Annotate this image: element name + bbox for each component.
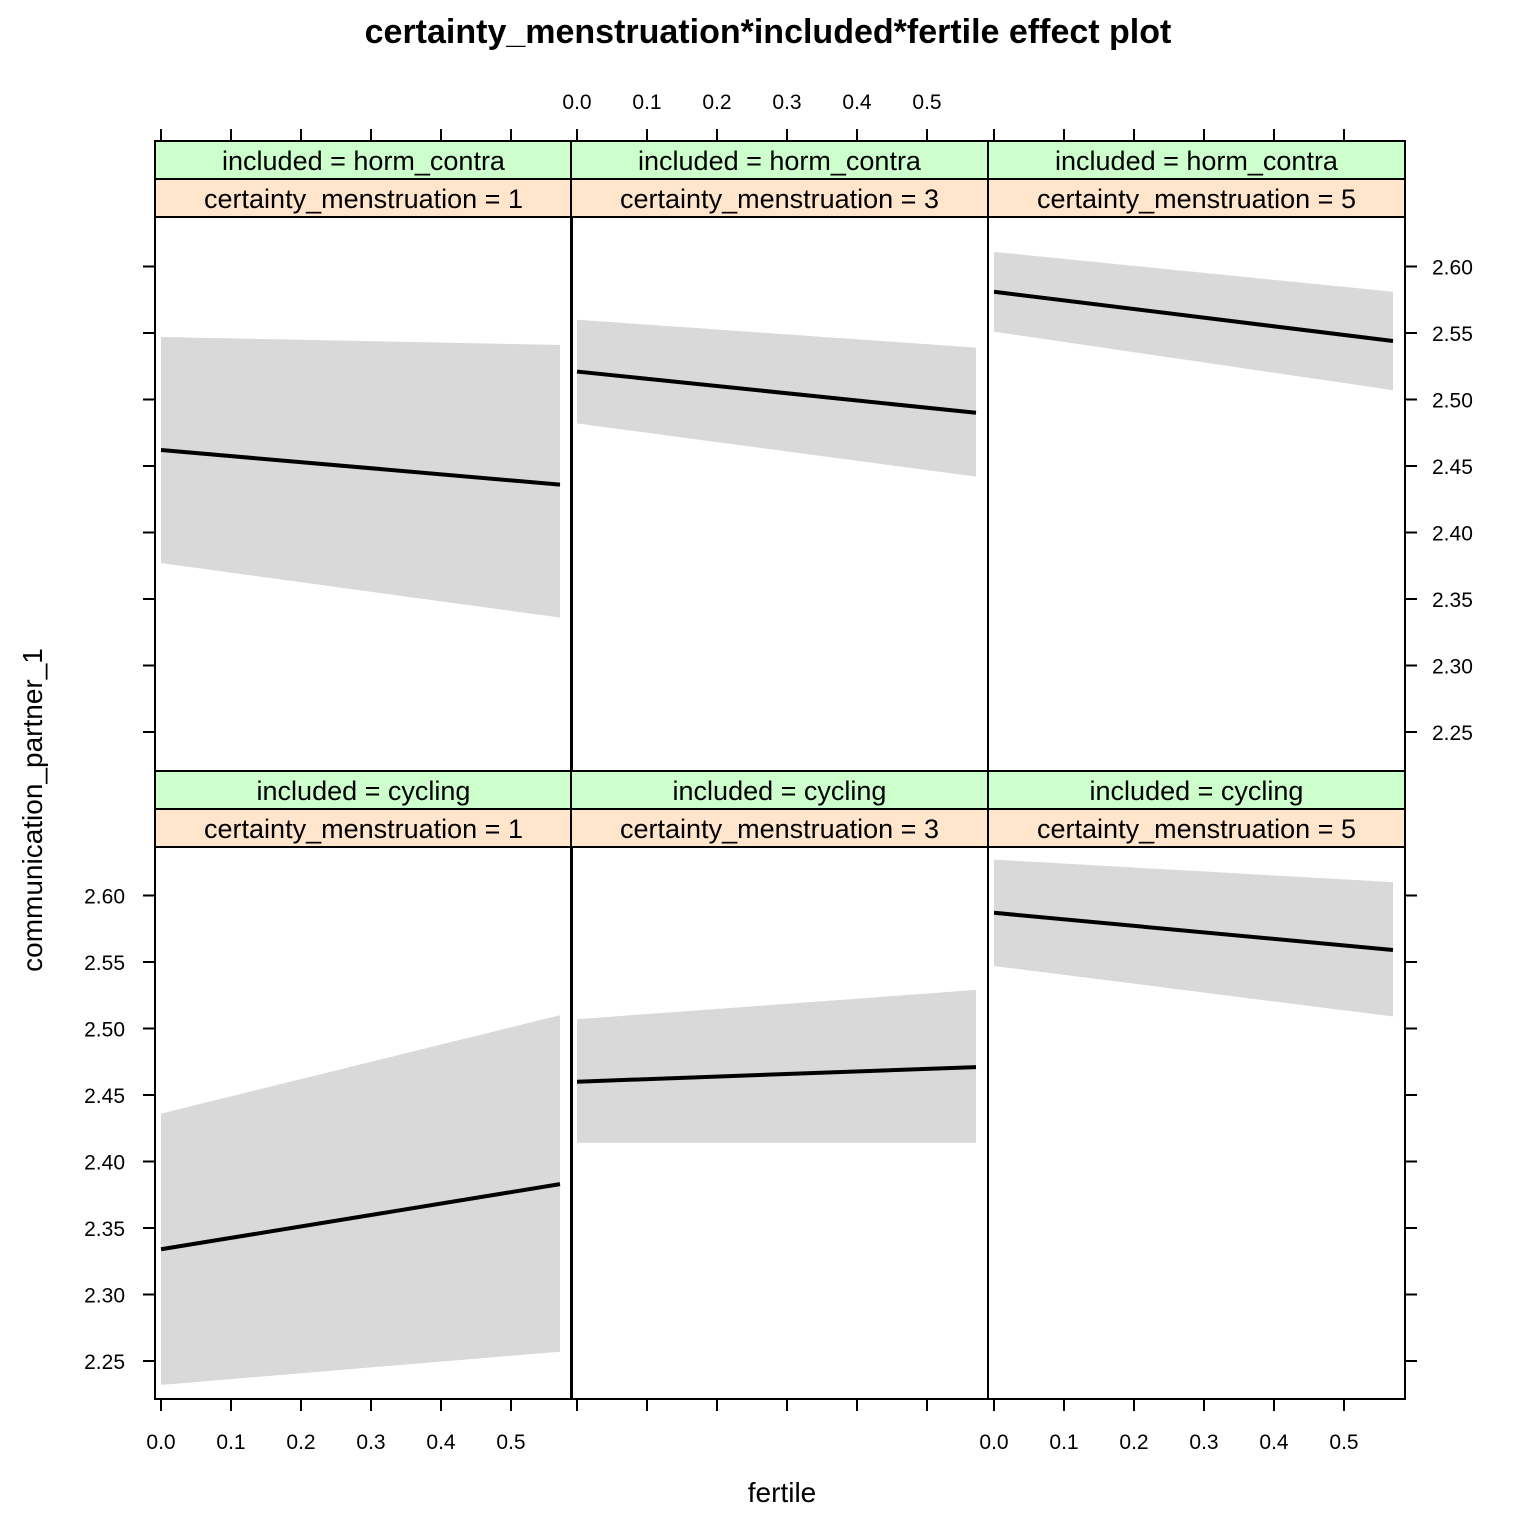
x-tick-label: 0.1 bbox=[1049, 1431, 1078, 1454]
x-tick-label: 0.2 bbox=[286, 1431, 315, 1454]
strip-certainty-bg bbox=[987, 178, 1406, 218]
panel-top-1: included = horm_contra certainty_menstrua… bbox=[154, 140, 573, 772]
x-tick-label: 0.2 bbox=[702, 91, 731, 114]
panel-top-3: included = horm_contra certainty_menstrua… bbox=[987, 140, 1406, 772]
y-tick-label: 2.25 bbox=[84, 1351, 125, 1374]
x-tick-label: 0.5 bbox=[496, 1431, 525, 1454]
y-tick-label: 2.40 bbox=[1432, 523, 1473, 546]
x-tick-label: 0.0 bbox=[146, 1431, 175, 1454]
y-tick-label: 2.50 bbox=[84, 1019, 125, 1042]
y-tick-label: 2.30 bbox=[1432, 656, 1473, 679]
fit-line bbox=[576, 369, 977, 415]
confidence-band bbox=[577, 989, 976, 1143]
strip-certainty-label: certainty_menstruation = 5 bbox=[1037, 814, 1356, 844]
fit-line bbox=[160, 1182, 561, 1252]
x-tick-label: 0.5 bbox=[1329, 1431, 1358, 1454]
x-tick-label: 0.0 bbox=[979, 1431, 1008, 1454]
y-tick-label: 2.60 bbox=[84, 886, 125, 909]
strip-included-bg bbox=[570, 140, 989, 180]
x-tick-label: 0.2 bbox=[1119, 1431, 1148, 1454]
x-tick-label: 0.1 bbox=[216, 1431, 245, 1454]
x-tick-label: 0.4 bbox=[1259, 1431, 1289, 1454]
x-tick-label: 0.4 bbox=[426, 1431, 456, 1454]
strip-included-bg bbox=[154, 140, 573, 180]
x-tick-label: 0.0 bbox=[562, 91, 591, 114]
y-tick-label: 2.50 bbox=[1432, 390, 1473, 413]
x-axis-title: fertile bbox=[748, 1477, 816, 1508]
panel-bottom-1: included = cycling certainty_menstruation… bbox=[154, 770, 573, 1400]
panel-frame bbox=[987, 846, 1406, 1400]
axes-layer: 0.0 0.1 0.2 0.3 0.4 0.5 0.0 0.1 0.2 0.3 0.4 0.5 0.0 0… bbox=[84, 91, 1473, 1454]
panels-layer: included = horm_contra certainty_menstrua… bbox=[154, 140, 1406, 1400]
strip-included-label: included = cycling bbox=[673, 776, 887, 806]
strip-included-bg bbox=[987, 770, 1406, 810]
confidence-band bbox=[994, 251, 1393, 391]
y-tick-label: 2.55 bbox=[84, 952, 125, 975]
confidence-band bbox=[577, 319, 976, 477]
x-tick-label: 0.1 bbox=[632, 91, 661, 114]
strip-included-label: included = cycling bbox=[1090, 776, 1304, 806]
y-tick-label: 2.25 bbox=[1432, 722, 1473, 745]
strip-certainty-label: certainty_menstruation = 1 bbox=[204, 184, 523, 214]
strip-certainty-label: certainty_menstruation = 5 bbox=[1037, 184, 1356, 214]
y-tick-label: 2.30 bbox=[84, 1285, 125, 1308]
confidence-band bbox=[161, 337, 560, 618]
strip-certainty-bg bbox=[570, 178, 989, 218]
strip-included-bg bbox=[154, 770, 573, 810]
x-tick-label: 0.3 bbox=[772, 91, 801, 114]
panel-bottom-2: included = cycling certainty_menstruation… bbox=[570, 770, 989, 1400]
x-tick-label: 0.3 bbox=[1189, 1431, 1218, 1454]
strip-included-label: included = cycling bbox=[257, 776, 471, 806]
y-tick-label: 2.40 bbox=[84, 1152, 125, 1175]
y-tick-label: 2.55 bbox=[1432, 323, 1473, 346]
y-tick-label: 2.60 bbox=[1432, 257, 1473, 280]
y-tick-label: 2.35 bbox=[1432, 589, 1473, 612]
strip-certainty-label: certainty_menstruation = 3 bbox=[620, 184, 939, 214]
y-tick-label: 2.35 bbox=[84, 1218, 125, 1241]
fit-line bbox=[160, 448, 561, 487]
confidence-band bbox=[161, 1015, 560, 1385]
x-tick-label: 0.3 bbox=[356, 1431, 385, 1454]
strip-certainty-bg bbox=[154, 808, 573, 848]
confidence-band bbox=[994, 859, 1393, 1017]
panel-top-2: included = horm_contra certainty_menstrua… bbox=[570, 140, 989, 772]
strip-included-label: included = horm_contra bbox=[222, 146, 506, 176]
strip-certainty-label: certainty_menstruation = 1 bbox=[204, 814, 523, 844]
strip-certainty-bg bbox=[154, 178, 573, 218]
panel-frame bbox=[570, 216, 989, 772]
panel-bottom-3: included = cycling certainty_menstruation… bbox=[987, 770, 1406, 1400]
strip-included-label: included = horm_contra bbox=[1055, 146, 1339, 176]
y-tick-label: 2.45 bbox=[1432, 456, 1473, 479]
fit-line bbox=[993, 289, 1394, 343]
y-tick-label: 2.45 bbox=[84, 1085, 125, 1108]
strip-certainty-label: certainty_menstruation = 3 bbox=[620, 814, 939, 844]
x-tick-label: 0.5 bbox=[912, 91, 941, 114]
y-axis-title: communication_partner_1 bbox=[17, 648, 48, 972]
x-tick-label: 0.4 bbox=[842, 91, 872, 114]
fit-line bbox=[993, 910, 1394, 953]
chart-title: certainty_menstruation*included*fertile … bbox=[365, 13, 1172, 51]
fit-line bbox=[576, 1065, 977, 1084]
strip-certainty-bg bbox=[987, 808, 1406, 848]
strip-included-label: included = horm_contra bbox=[638, 146, 922, 176]
